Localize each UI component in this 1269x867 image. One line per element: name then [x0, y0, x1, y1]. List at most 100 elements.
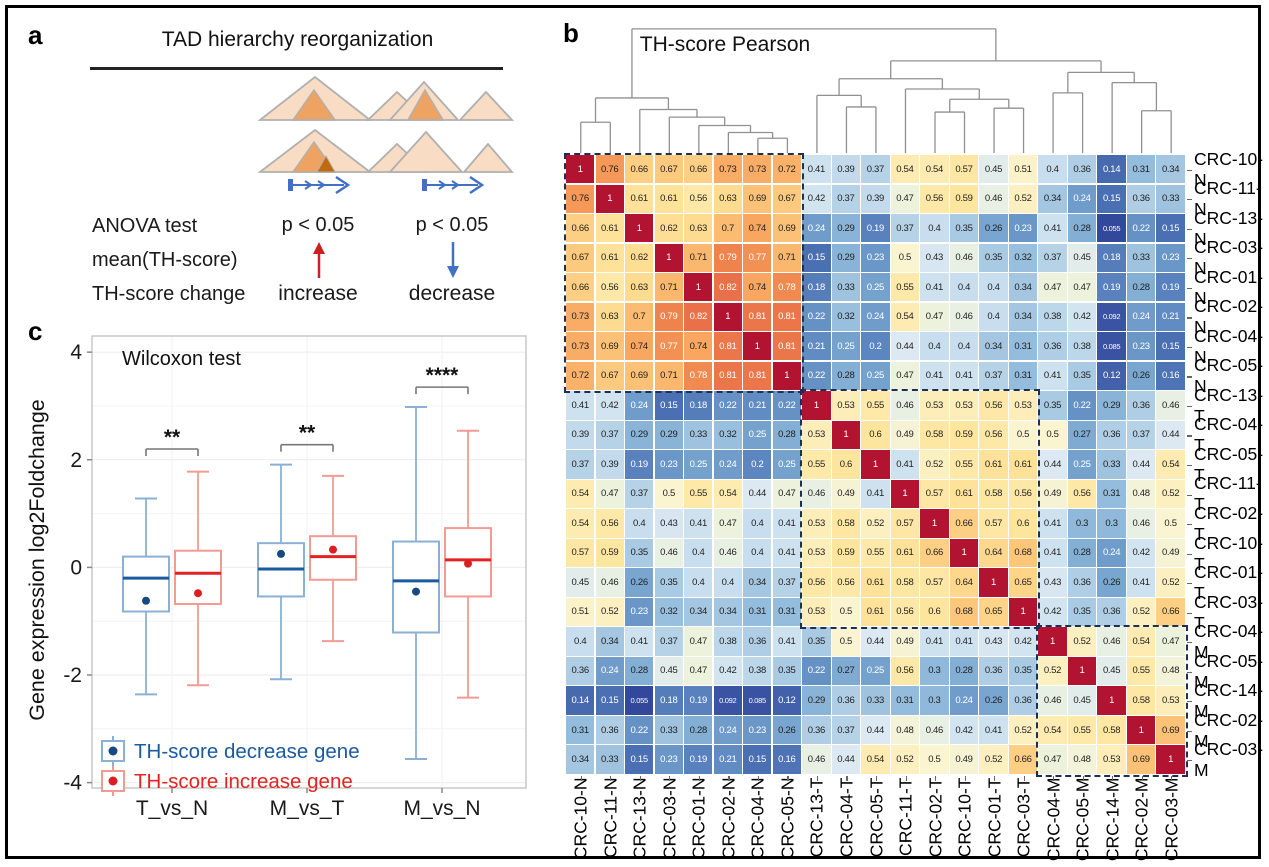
heatmap-cell: 0.12 [773, 686, 801, 714]
heatmap-cell: 0.38 [714, 627, 742, 655]
heatmap-cell: 0.47 [714, 509, 742, 537]
heatmap-cell: 0.4 [920, 214, 948, 242]
col-tick [669, 776, 670, 781]
heatmap-cell: 0.36 [743, 627, 771, 655]
heatmap-cell: 0.66 [1009, 745, 1037, 773]
heatmap-cell: 0.47 [1038, 273, 1066, 301]
heatmap-cell: 0.19 [1097, 273, 1125, 301]
heatmap-cell: 0.54 [861, 745, 889, 773]
heatmap-cell: 0.24 [625, 391, 653, 419]
heatmap-cell: 0.42 [1068, 303, 1096, 331]
row-tick [1187, 554, 1192, 555]
heatmap-cell: 0.46 [920, 716, 948, 744]
heatmap-cell: 0.19 [861, 214, 889, 242]
heatmap-cell: 0.48 [1127, 480, 1155, 508]
heatmap-cell: 0.24 [714, 450, 742, 478]
heatmap-col-label: CRC-04-M [1044, 778, 1062, 865]
row-tick [1187, 229, 1192, 230]
heatmap-cell: 0.41 [566, 391, 594, 419]
heatmap-cell: 0.3 [920, 686, 948, 714]
heatmap-cell: 0.47 [1068, 273, 1096, 301]
heatmap-cell: 0.4 [684, 539, 712, 567]
col-tick [817, 776, 818, 781]
heatmap-cell: 0.14 [1097, 155, 1125, 183]
heatmap-cell: 0.35 [1038, 391, 1066, 419]
heatmap-cell: 0.23 [861, 244, 889, 272]
heatmap-cell: 0.33 [1127, 244, 1155, 272]
heatmap-cell: 0.055 [1097, 214, 1125, 242]
heatmap-cell: 0.31 [1127, 155, 1155, 183]
mean-dot [194, 589, 202, 597]
heatmap-cell: 0.055 [625, 686, 653, 714]
heatmap-cell: 0.092 [1097, 303, 1125, 331]
heatmap-cell: 0.15 [625, 745, 653, 773]
heatmap-cell: 0.57 [950, 155, 978, 183]
heatmap-cell: 0.44 [861, 627, 889, 655]
x-category-label: T_vs_N [136, 797, 208, 820]
heatmap-cell: 0.42 [950, 716, 978, 744]
heatmap-cell: 0.43 [655, 509, 683, 537]
heatmap-cell: 0.4 [684, 568, 712, 596]
figure-panel: a TAD hierarchy reorganization [0, 0, 1269, 867]
heatmap-cell: 0.37 [596, 421, 624, 449]
heatmap-cell: 0.4 [714, 568, 742, 596]
heatmap-col-label: CRC-01-N [690, 778, 708, 865]
heatmap-col-label: CRC-02-M [1133, 778, 1151, 865]
heatmap-cell: 0.23 [625, 598, 653, 626]
heatmap-cell: 0.28 [684, 716, 712, 744]
heatmap-cell: 0.34 [566, 745, 594, 773]
heatmap-cell: 0.52 [1156, 480, 1184, 508]
heatmap-cell: 0.35 [773, 657, 801, 685]
heatmap-cell: 0.38 [1068, 332, 1096, 360]
heatmap-cell: 0.26 [773, 716, 801, 744]
heatmap-cell: 0.33 [832, 273, 860, 301]
heatmap-cell: 0.26 [1097, 568, 1125, 596]
heatmap-cell: 0.31 [1097, 480, 1125, 508]
col-tick [581, 776, 582, 781]
heatmap-cell: 0.085 [743, 686, 771, 714]
heatmap-cell: 0.26 [625, 568, 653, 596]
heatmap-cell: 0.4 [743, 509, 771, 537]
heatmap-cell: 0.37 [655, 627, 683, 655]
col-tick [699, 776, 700, 781]
heatmap-cell: 0.38 [743, 657, 771, 685]
heatmap-cell: 0.47 [773, 480, 801, 508]
heatmap-cell: 0.41 [950, 627, 978, 655]
heatmap-cell: 0.4 [625, 509, 653, 537]
heatmap-cell: 0.21 [743, 391, 771, 419]
heatmap-cell: 0.46 [802, 745, 830, 773]
cluster-dashed-box [564, 153, 804, 393]
col-tick [965, 776, 966, 781]
heatmap-cell: 0.12 [1097, 362, 1125, 390]
heatmap-cell: 0.36 [979, 657, 1007, 685]
heatmap-cell: 0.14 [566, 686, 594, 714]
heatmap-cell: 0.31 [891, 686, 919, 714]
heatmap-cell: 0.22 [714, 391, 742, 419]
heatmap-cell: 0.26 [1127, 362, 1155, 390]
heatmap-cell: 0.18 [684, 391, 712, 419]
col-tick [640, 776, 641, 781]
heatmap-cell: 0.34 [714, 598, 742, 626]
heatmap-cell: 0.25 [861, 362, 889, 390]
panel-a-title: TAD hierarchy reorganization [90, 28, 505, 52]
heatmap-cell: 0.35 [625, 539, 653, 567]
heatmap-cell: 0.34 [979, 332, 1007, 360]
heatmap-col-label: CRC-03-N [660, 778, 678, 865]
col-tick [876, 776, 877, 781]
heatmap-cell: 0.43 [1038, 568, 1066, 596]
heatmap-cell: 0.37 [979, 362, 1007, 390]
heatmap-cell: 0.41 [1038, 362, 1066, 390]
x-category-label: M_vs_N [403, 797, 480, 820]
heatmap-cell: 0.48 [891, 716, 919, 744]
heatmap-cell: 0.37 [832, 185, 860, 213]
increase-label: increase [253, 282, 383, 306]
heatmap-cell: 0.5 [891, 244, 919, 272]
heatmap-cell: 0.092 [714, 686, 742, 714]
heatmap-cell: 0.26 [979, 214, 1007, 242]
heatmap-cell: 0.47 [891, 362, 919, 390]
heatmap-cell: 0.3 [1068, 509, 1096, 537]
heatmap-col-label: CRC-04-N [749, 778, 767, 865]
heatmap-cell: 0.29 [832, 244, 860, 272]
heatmap-cell: 0.36 [832, 686, 860, 714]
heatmap-cell: 0.5 [1038, 421, 1066, 449]
